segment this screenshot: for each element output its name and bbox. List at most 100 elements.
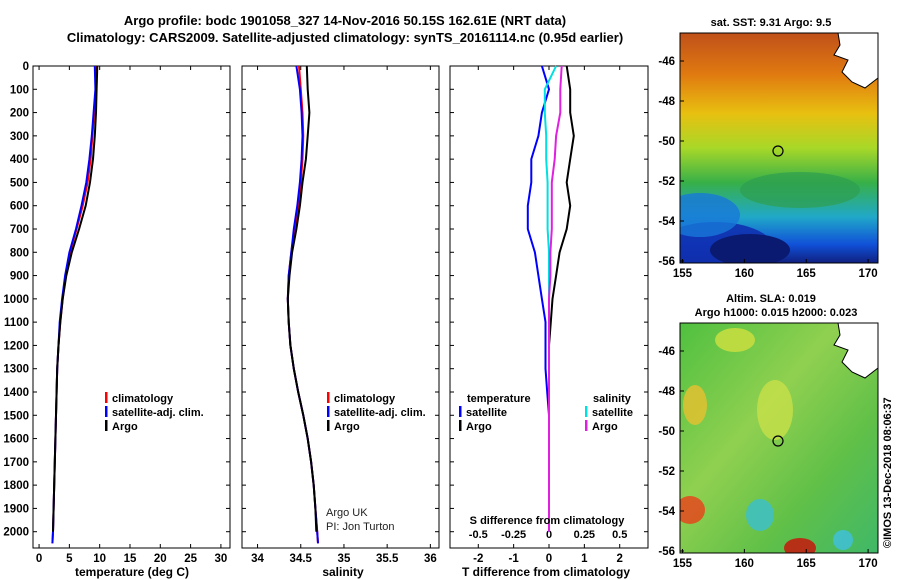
sla-map-title-2: Argo h1000: 0.015 h2000: 0.023 xyxy=(695,307,858,319)
legend-swatch-argo xyxy=(327,420,330,431)
lat-tick-label: -46 xyxy=(658,56,675,68)
x-tick-label: 30 xyxy=(215,553,228,565)
series-line-salinity-argo xyxy=(548,65,563,532)
s-tick-label: -0.25 xyxy=(501,529,526,541)
legend-label-s-argo: Argo xyxy=(592,421,618,433)
argo-uk-note: Argo UK xyxy=(326,507,368,519)
lat-tick-label: -52 xyxy=(658,466,675,478)
depth-tick-label: 500 xyxy=(10,177,29,189)
plot-frame xyxy=(241,65,440,549)
legend-head-salinity: salinity xyxy=(593,393,632,405)
lat-tick-label: -56 xyxy=(658,546,675,558)
legend-swatch-climatology xyxy=(327,392,330,403)
lon-tick-label: 170 xyxy=(859,558,878,570)
depth-tick-label: 2000 xyxy=(3,527,29,539)
sla-high-patch xyxy=(683,385,707,425)
sla-map-frame xyxy=(679,322,879,554)
x-tick-label: -2 xyxy=(473,553,483,565)
depth-tick-label: 1100 xyxy=(4,317,29,329)
salinity-legend: climatology satellite-adj. clim. Argo xyxy=(327,392,426,433)
sla-high-patch xyxy=(680,496,705,524)
sst-green-patch xyxy=(740,172,860,208)
x-tick-label: 35 xyxy=(338,553,351,565)
lat-tick-label: -48 xyxy=(658,96,675,108)
pi-note: PI: Jon Turton xyxy=(326,521,394,533)
depth-tick-label: 1200 xyxy=(3,340,29,352)
depth-tick-label: 1900 xyxy=(3,503,29,515)
legend-swatch-argo xyxy=(105,420,108,431)
title-line-1: Argo profile: bodc 1901058_327 14-Nov-20… xyxy=(124,13,566,28)
sla-low-patch xyxy=(833,530,853,550)
x-tick-label: 25 xyxy=(184,553,197,565)
depth-tick-label: 400 xyxy=(10,154,29,166)
x-tick-label: 1 xyxy=(581,553,588,565)
difference-panel: -2 -1 0 1 2 -0.5 -0.25 0 0.25 0.5 xyxy=(449,65,649,565)
lon-tick-label: 155 xyxy=(673,558,693,570)
sla-high-patch xyxy=(715,328,755,352)
lon-tick-label: 155 xyxy=(673,268,693,280)
lat-tick-label: -50 xyxy=(658,426,675,438)
legend-label-argo: Argo xyxy=(112,421,138,433)
legend-label-satellite: satellite-adj. clim. xyxy=(334,407,426,419)
sst-blue-patch xyxy=(680,193,740,237)
depth-tick-label: 100 xyxy=(10,84,29,96)
x-tick-label: 36 xyxy=(424,553,437,565)
depth-tick-label: 300 xyxy=(10,131,29,143)
legend-swatch-satellite xyxy=(105,406,108,417)
lat-tick-label: -46 xyxy=(658,346,675,358)
depth-tick-label: 1800 xyxy=(3,480,29,492)
legend-swatch-t-argo xyxy=(459,420,462,431)
sla-map: Altim. SLA: 0.019 Argo h1000: 0.015 h200… xyxy=(658,293,879,570)
s-tick-label: -0.5 xyxy=(469,529,488,541)
depth-tick-label: 1700 xyxy=(3,457,29,469)
lat-tick-label: -54 xyxy=(658,216,675,228)
sla-low-patch xyxy=(746,499,774,531)
depth-tick-label: 1000 xyxy=(3,294,29,306)
x-tick-label: -1 xyxy=(509,553,520,565)
legend-swatch-s-argo xyxy=(585,420,588,431)
depth-tick-label: 1500 xyxy=(3,410,29,422)
sst-map: sat. SST: 9.31 Argo: 9.5 155 160 165 170 -46… xyxy=(658,17,879,280)
sla-argo-location-marker xyxy=(772,435,784,447)
depth-tick-label: 1600 xyxy=(3,434,29,446)
s-tick-label: 0.5 xyxy=(612,529,627,541)
difference-xlabel: T difference from climatology xyxy=(462,565,630,579)
sla-map-title-1: Altim. SLA: 0.019 xyxy=(726,293,816,305)
temperature-xlabel: temperature (deg C) xyxy=(75,565,189,579)
sst-argo-location-marker xyxy=(772,145,784,157)
x-tick-label: 5 xyxy=(66,553,73,565)
x-tick-label: 10 xyxy=(93,553,106,565)
lon-tick-label: 170 xyxy=(859,268,878,280)
x-tick-label: 34 xyxy=(251,553,264,565)
legend-label-t-argo: Argo xyxy=(466,421,492,433)
x-tick-label: 34.5 xyxy=(290,553,313,565)
x-tick-label: 15 xyxy=(124,553,137,565)
x-tick-label: 35.5 xyxy=(376,553,399,565)
lon-tick-label: 160 xyxy=(735,558,754,570)
depth-tick-label: 0 xyxy=(23,61,29,73)
salinity-xlabel: salinity xyxy=(322,565,364,579)
legend-label-t-satellite: satellite xyxy=(466,407,507,419)
lat-tick-label: -48 xyxy=(658,386,675,398)
difference-legend: temperature satellite Argo salinity sate… xyxy=(459,393,633,433)
lat-tick-label: -56 xyxy=(658,256,675,268)
title-line-2: Climatology: CARS2009. Satellite-adjuste… xyxy=(67,30,623,45)
legend-swatch-s-satellite xyxy=(585,406,588,417)
s-tick-label: 0.25 xyxy=(574,529,595,541)
legend-label-argo: Argo xyxy=(334,421,360,433)
sla-high-patch xyxy=(784,538,816,553)
lon-tick-label: 165 xyxy=(797,268,817,280)
sla-high-patch xyxy=(757,380,793,440)
temperature-legend: climatology satellite-adj. clim. Argo xyxy=(105,392,204,433)
legend-head-temperature: temperature xyxy=(467,393,531,405)
temperature-panel: 0100200300400500600700800900100011001200… xyxy=(3,61,231,565)
lat-tick-label: -50 xyxy=(658,136,675,148)
s-difference-label: S difference from climatology xyxy=(470,515,626,527)
land-south-island xyxy=(833,33,878,89)
legend-swatch-satellite xyxy=(327,406,330,417)
legend-label-climatology: climatology xyxy=(334,393,396,405)
legend-label-satellite: satellite-adj. clim. xyxy=(112,407,204,419)
x-tick-label: 20 xyxy=(154,553,167,565)
legend-label-s-satellite: satellite xyxy=(592,407,633,419)
